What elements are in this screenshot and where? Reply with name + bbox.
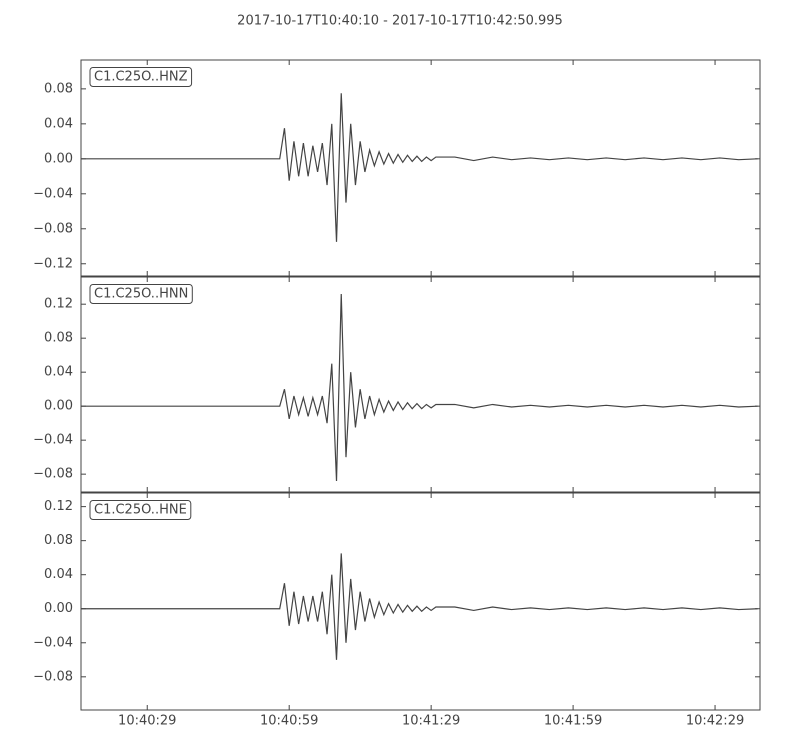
y-tick-label: 0.08 [44, 533, 73, 548]
y-tick-label: 0.00 [44, 601, 73, 616]
y-tick-label: 0.00 [44, 151, 73, 166]
panel-frame [80, 276, 761, 493]
y-tick-label: 0.08 [44, 81, 73, 96]
x-tick-label: 10:41:29 [402, 714, 460, 729]
y-tick-label: −0.08 [33, 669, 73, 684]
label-box [89, 500, 192, 520]
y-tick-label: −0.08 [33, 467, 73, 482]
y-tick-label: 0.04 [44, 116, 73, 131]
y-tick-label: −0.04 [33, 186, 73, 201]
y-tick-label: −0.12 [33, 256, 73, 271]
waveform [81, 293, 758, 481]
x-tick-label: 10:40:59 [260, 714, 318, 729]
x-tick-label: 10:42:29 [686, 714, 744, 729]
trace-label: C1.C25O..HNN [94, 287, 188, 302]
trace-label: C1.C25O..HNE [94, 503, 187, 518]
y-tick-label: 0.00 [44, 399, 73, 414]
panel-frame [80, 492, 761, 711]
y-tick-label: −0.04 [33, 635, 73, 650]
y-tick-label: −0.08 [33, 221, 73, 236]
chart-title: 2017-10-17T10:40:10 - 2017-10-17T10:42:5… [237, 14, 563, 29]
waveform [81, 553, 758, 660]
trace-label: C1.C25O..HNZ [94, 70, 188, 85]
x-tick-label: 10:41:59 [544, 714, 602, 729]
y-tick-label: 0.12 [44, 499, 73, 514]
label-box [89, 284, 193, 304]
x-tick-label: 10:40:29 [118, 714, 176, 729]
y-tick-label: 0.04 [44, 567, 73, 582]
panel-frame [80, 59, 761, 277]
waveform [81, 93, 758, 242]
y-tick-label: 0.12 [44, 297, 73, 312]
y-tick-label: −0.04 [33, 433, 73, 448]
y-tick-label: 0.04 [44, 365, 73, 380]
label-box [89, 67, 193, 87]
y-tick-label: 0.08 [44, 331, 73, 346]
